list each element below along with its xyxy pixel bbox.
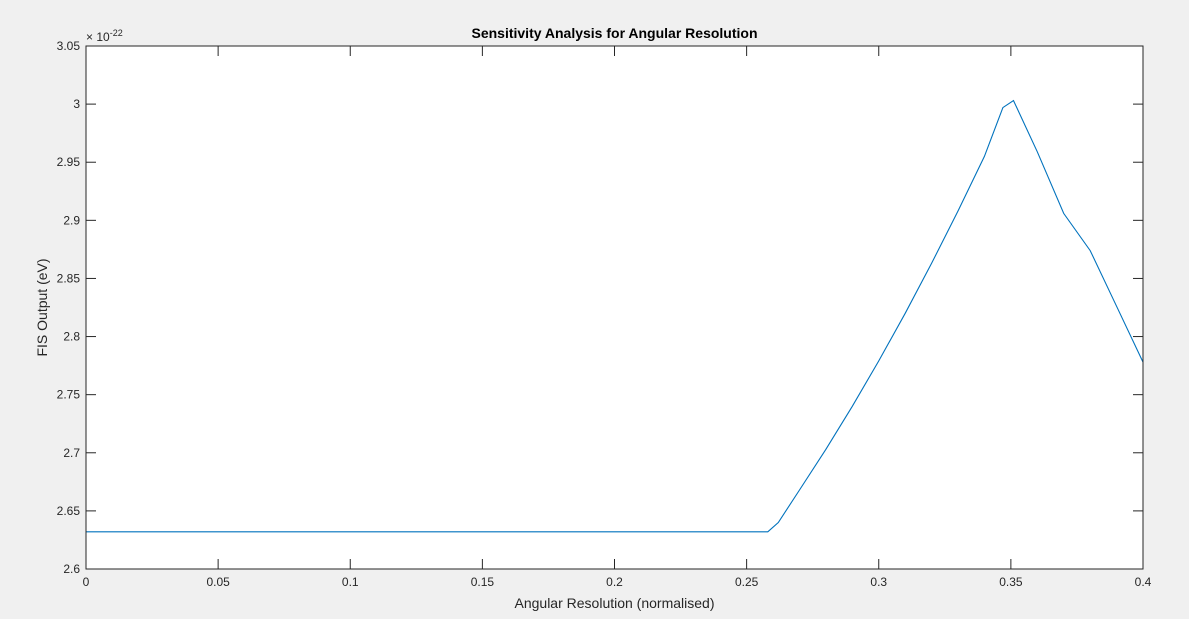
y-tick-label: 2.85 (57, 271, 81, 285)
y-exponent-label: × 10-22 (86, 28, 123, 44)
y-tick-label: 2.65 (57, 504, 81, 518)
x-tick-label: 0.15 (471, 575, 495, 589)
x-tick-label: 0.35 (999, 575, 1023, 589)
y-axis-label: FIS Output (eV) (34, 258, 50, 356)
y-tick-label: 2.8 (63, 330, 80, 344)
x-tick-label: 0.25 (735, 575, 759, 589)
series-line (86, 99, 1144, 533)
x-tick-labels: 0 0.05 0.1 0.15 0.2 0.25 0.3 0.35 0.4 (83, 575, 1152, 589)
y-exponent-power: -22 (110, 28, 123, 38)
y-tick-labels: 2.6 2.65 2.7 2.75 2.8 2.85 2.9 2.95 3 3.05 (57, 39, 81, 576)
y-tick-label: 2.9 (63, 213, 80, 227)
y-tick-label: 2.75 (57, 388, 81, 402)
chart-title: Sensitivity Analysis for Angular Resolut… (471, 25, 757, 41)
x-tick-label: 0.05 (206, 575, 230, 589)
x-tick-label: 0.2 (606, 575, 623, 589)
y-tick-label: 3 (73, 97, 80, 111)
y-tick-label: 2.6 (63, 562, 80, 576)
x-tick-label: 0.3 (870, 575, 887, 589)
y-exponent-base: × 10 (86, 30, 110, 44)
x-tick-label: 0.1 (342, 575, 359, 589)
y-tick-label: 3.05 (57, 39, 81, 53)
y-tick-label: 2.7 (63, 446, 80, 460)
x-tick-label: 0.4 (1135, 575, 1152, 589)
plot-area (86, 46, 1143, 569)
x-axis-label: Angular Resolution (normalised) (515, 595, 715, 611)
y-tick-label: 2.95 (57, 155, 81, 169)
x-tick-label: 0 (83, 575, 90, 589)
axes-box (85, 45, 1144, 570)
